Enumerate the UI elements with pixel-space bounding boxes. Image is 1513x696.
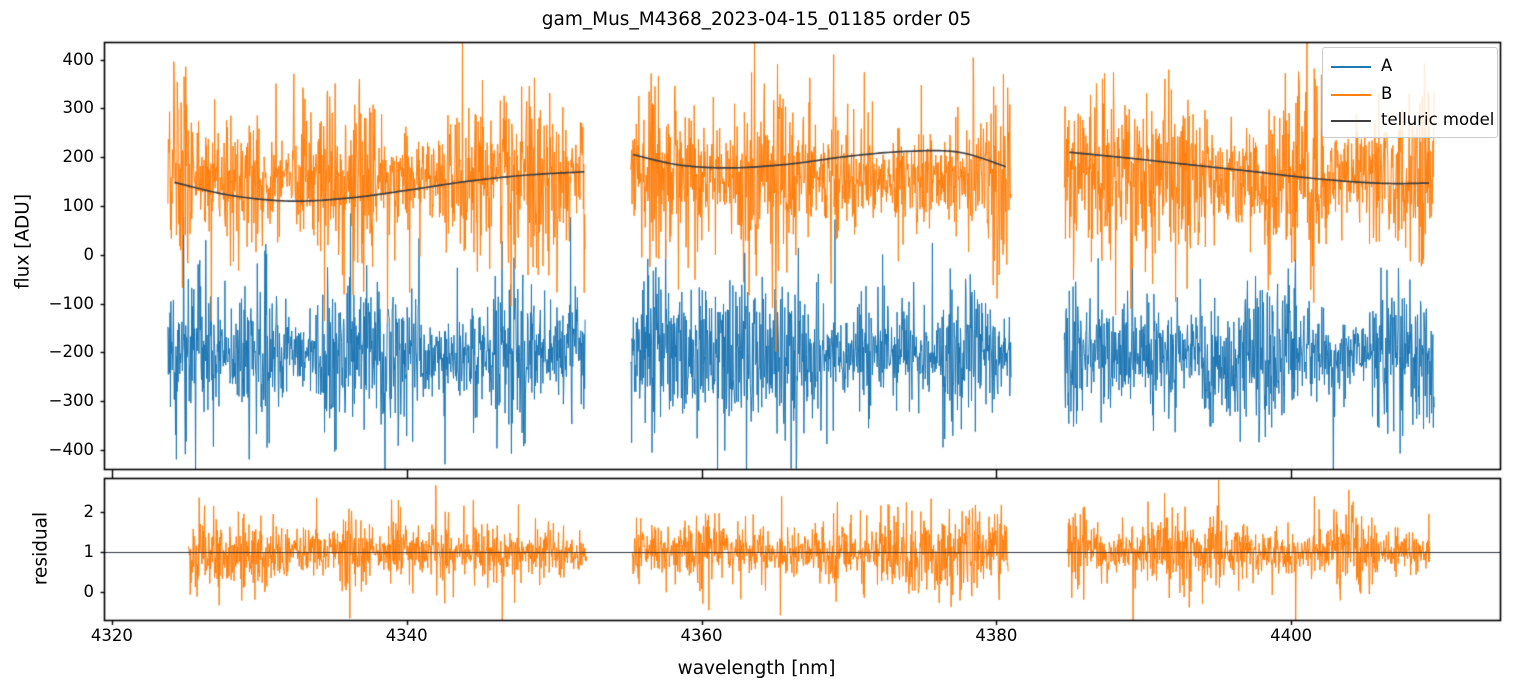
legend: A B telluric model	[1322, 47, 1498, 138]
flux-ytick--200: −200	[48, 342, 94, 362]
legend-swatch-b	[1331, 94, 1371, 96]
residual-ytick-1: 1	[83, 542, 95, 562]
residual-ytick-2: 2	[83, 502, 95, 522]
flux-ytick--400: −400	[48, 439, 94, 459]
wavelength-xtick-4380: 4380	[975, 626, 1018, 645]
wavelength-xtick-4360: 4360	[680, 626, 723, 645]
legend-label-a: A	[1381, 56, 1393, 75]
flux-ytick--100: −100	[48, 293, 94, 313]
flux-ytick--300: −300	[48, 391, 94, 411]
page-title: gam_Mus_M4368_2023-04-15_01185 order 05	[541, 9, 972, 30]
flux-ytick-400: 400	[62, 49, 95, 69]
residual-ytick-0: 0	[83, 581, 95, 601]
legend-label-telluric-model: telluric model	[1381, 110, 1495, 129]
flux-ytick-300: 300	[62, 98, 95, 118]
wavelength-xtick-4340: 4340	[385, 626, 428, 645]
legend-swatch-a	[1331, 66, 1371, 68]
flux-ytick-100: 100	[62, 195, 95, 215]
flux-ytick-0: 0	[83, 244, 95, 264]
legend-label-b: B	[1381, 84, 1393, 103]
flux-ytick-200: 200	[62, 147, 95, 167]
x-axis-label: wavelength [nm]	[677, 658, 836, 679]
wavelength-xtick-4320: 4320	[90, 626, 133, 645]
wavelength-xtick-4400: 4400	[1270, 626, 1313, 645]
legend-swatch-telluric-model	[1331, 120, 1371, 122]
flux-panel-y-axis-label: flux [ADU]	[12, 193, 34, 290]
